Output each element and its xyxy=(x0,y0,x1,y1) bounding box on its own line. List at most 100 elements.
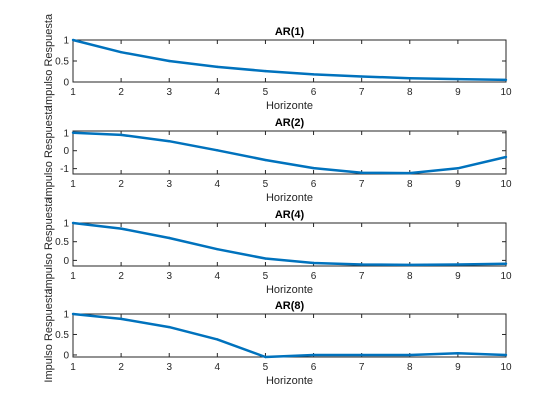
x-tick-label: 8 xyxy=(407,179,413,190)
x-tick-label: 4 xyxy=(215,362,221,373)
data-point xyxy=(71,221,75,225)
axes-box xyxy=(72,313,507,358)
y-axis-label: Impulso Respuesta xyxy=(43,197,55,292)
series-line xyxy=(72,131,507,175)
x-axis-label: Horizonte xyxy=(266,100,313,112)
x-tick-label: 8 xyxy=(407,271,413,282)
data-point xyxy=(408,171,411,175)
x-tick-label: 4 xyxy=(215,87,221,98)
data-point xyxy=(168,59,171,63)
data-point xyxy=(312,353,315,357)
x-tick-label: 10 xyxy=(500,87,512,98)
data-point xyxy=(312,166,315,170)
data-point xyxy=(168,140,171,143)
x-tick-label: 6 xyxy=(311,179,317,190)
y-tick-label: 1 xyxy=(63,36,69,47)
x-tick-label: 7 xyxy=(359,362,365,373)
subplot-2: 1 2 3 4 5 6 7 8 9 10 -1 0 1 AR(2) Horizonte Impulso Res… xyxy=(43,105,512,204)
data-point xyxy=(71,312,75,316)
x-tick-label: 10 xyxy=(500,362,512,373)
x-tick-label: 7 xyxy=(359,179,365,190)
x-tick-label: 3 xyxy=(166,87,172,98)
data-point xyxy=(119,50,123,54)
x-tick-label: 5 xyxy=(263,362,269,373)
data-point xyxy=(216,247,219,251)
data-point xyxy=(168,325,171,329)
data-point xyxy=(360,353,363,357)
data-point xyxy=(456,167,460,170)
data-point xyxy=(119,227,123,230)
y-tick-label: 0 xyxy=(63,256,69,267)
subplot-3: 1 2 3 4 5 6 7 8 9 10 0 0.5 1 AR(4) Horizonte Impulso Re… xyxy=(43,197,512,296)
y-tick-label: 0 xyxy=(63,350,69,361)
y-tick-label: -1 xyxy=(60,164,69,175)
y-tick-label: 1 xyxy=(63,219,69,230)
data-point xyxy=(119,317,123,321)
x-axis-label: Horizonte xyxy=(266,192,313,204)
x-tick-label: 5 xyxy=(263,87,269,98)
y-tick-label: 1 xyxy=(63,310,69,321)
data-point xyxy=(456,263,460,266)
data-point xyxy=(456,352,460,355)
y-axis-label: Impulso Respuesta xyxy=(43,288,55,383)
x-tick-label: 2 xyxy=(118,87,124,98)
x-tick-label: 9 xyxy=(455,179,461,190)
subplot-4: 1 2 3 4 5 6 7 8 9 10 0 0.5 1 AR(8) Horizonte Impulso Re… xyxy=(43,288,512,387)
x-tick-label: 2 xyxy=(118,271,124,282)
x-tick-label: 1 xyxy=(70,179,76,190)
x-tick-label: 6 xyxy=(311,271,317,282)
data-point xyxy=(264,355,267,359)
x-tick-label: 3 xyxy=(166,362,172,373)
data-point xyxy=(119,133,123,137)
data-point xyxy=(312,73,315,76)
data-point xyxy=(408,353,411,357)
subplot-title: AR(2) xyxy=(275,117,305,129)
y-axis-label: Impulso Respuesta xyxy=(43,105,55,200)
x-tick-label: 8 xyxy=(407,362,413,373)
series-line xyxy=(72,312,507,359)
y-axis-label: Impulso Respuesta xyxy=(43,13,55,108)
y-tick-label: 0.5 xyxy=(55,330,69,341)
y-tick-label: 0 xyxy=(63,146,69,157)
data-point xyxy=(264,257,267,260)
data-point xyxy=(216,149,219,152)
data-point xyxy=(216,338,219,341)
x-tick-label: 2 xyxy=(118,179,124,190)
y-tick-label: 0.5 xyxy=(55,57,69,68)
x-tick-label: 8 xyxy=(407,87,413,98)
x-tick-label: 6 xyxy=(311,362,317,373)
series-line xyxy=(72,38,507,82)
data-point xyxy=(504,78,508,82)
y-tick-label: 0.5 xyxy=(55,237,69,248)
data-point xyxy=(168,236,171,240)
data-point xyxy=(360,171,363,174)
x-tick-label: 7 xyxy=(359,271,365,282)
x-tick-label: 4 xyxy=(215,271,221,282)
x-tick-label: 3 xyxy=(166,179,172,190)
x-tick-label: 3 xyxy=(166,271,172,282)
data-point xyxy=(264,69,267,73)
data-point xyxy=(71,131,75,134)
data-point xyxy=(456,77,460,81)
series-line xyxy=(72,221,507,267)
axes-box xyxy=(72,222,507,267)
x-tick-label: 9 xyxy=(455,271,461,282)
x-tick-label: 1 xyxy=(70,87,76,98)
x-tick-label: 6 xyxy=(311,87,317,98)
data-point xyxy=(312,261,315,265)
data-point xyxy=(360,263,363,266)
y-tick-label: 0 xyxy=(63,78,69,89)
x-tick-label: 5 xyxy=(263,179,269,190)
axes-box xyxy=(72,39,507,83)
x-axis-label: Horizonte xyxy=(266,284,313,296)
x-tick-label: 2 xyxy=(118,362,124,373)
data-point xyxy=(360,75,363,78)
x-tick-label: 1 xyxy=(70,362,76,373)
x-tick-label: 9 xyxy=(455,362,461,373)
x-tick-label: 10 xyxy=(500,179,512,190)
data-point xyxy=(71,38,75,42)
subplot-title: AR(8) xyxy=(275,300,305,312)
subplot-title: AR(1) xyxy=(275,26,305,38)
data-point xyxy=(504,353,508,357)
